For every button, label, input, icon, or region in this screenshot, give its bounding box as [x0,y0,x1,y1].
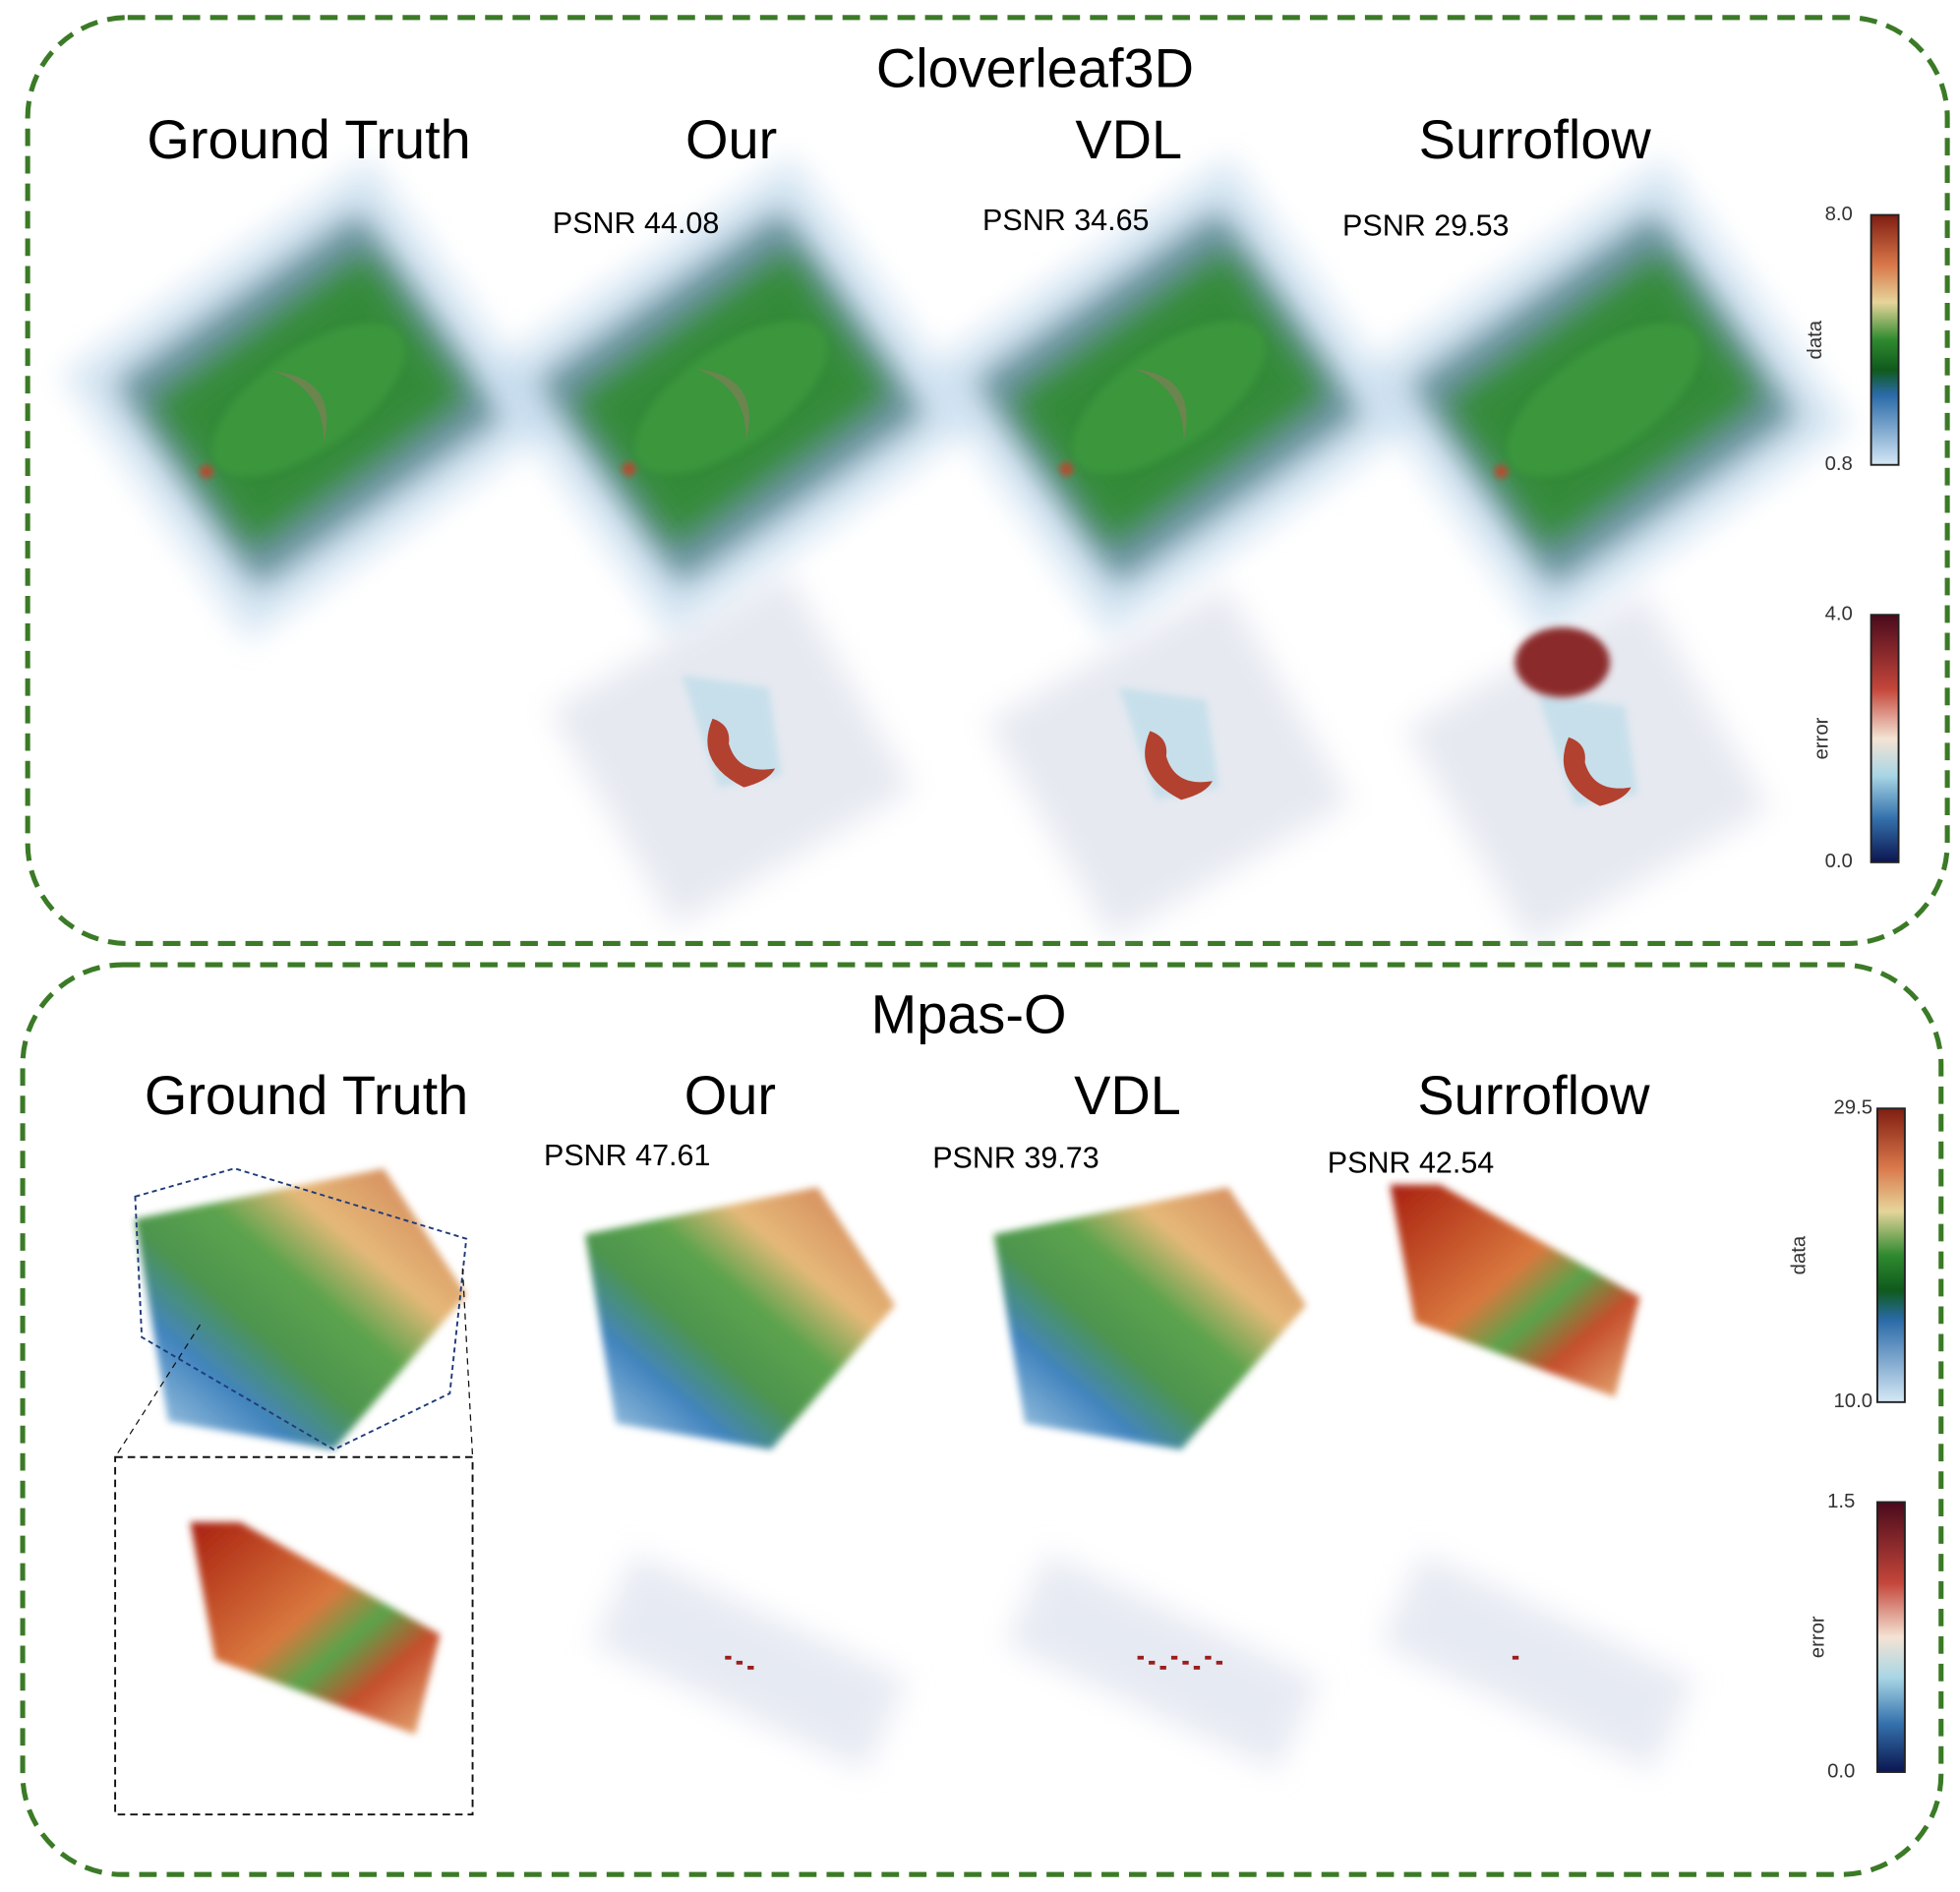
volume-slab [1390,1184,1640,1397]
colorbar-min: 0.8 [1825,453,1853,475]
colorbar [1875,1107,1906,1403]
panel-title: Mpas-O [871,982,1067,1044]
error-streaks [1118,686,1219,800]
volume-hotspot [1059,462,1073,476]
error-speck [1149,1660,1156,1665]
error-speck [1159,1665,1166,1670]
volume-slab [135,1168,467,1450]
colorbar-label: error [1808,1616,1829,1658]
error-speck [1137,1655,1144,1660]
colorbar-max: 4.0 [1825,604,1853,625]
error-crescent [1563,737,1632,806]
error-render [1005,1553,1320,1771]
volume-hotspot [200,465,213,478]
colorbar-label: data [1789,1235,1811,1274]
bounding-box [134,1167,468,1451]
psnr-label: PSNR 39.73 [932,1141,1099,1174]
error-streaks [1537,693,1637,806]
error-haze [1005,1553,1320,1771]
error-crescent [1145,731,1213,800]
error-speck [725,1655,732,1660]
volume-hotspot [1495,465,1508,478]
column-header: Ground Truth [145,1064,468,1126]
error-streaks [681,675,782,788]
error-render [986,585,1350,940]
column-header: Surroflow [1417,1064,1650,1126]
error-haze [592,1553,908,1771]
psnr-label: PSNR 34.65 [982,204,1149,237]
volume-render [62,158,556,641]
volume-render [134,1167,468,1451]
colorbar-min: 0.0 [1827,1760,1855,1782]
psnr-label: PSNR 47.61 [544,1139,710,1172]
panel-frame [20,962,1944,1877]
colorbar [1870,213,1900,466]
volume-render [484,156,979,638]
psnr-label: PSNR 29.53 [1342,208,1509,242]
column-header: VDL [1075,108,1182,170]
volume-inner [1072,321,1266,474]
volume-inner [1507,323,1700,477]
zoom-inset [114,1455,474,1816]
volume-cup [695,368,749,441]
volume-inner [634,321,828,474]
column-header: Our [685,108,777,170]
column-header: Ground Truth [147,108,470,170]
error-speck [1170,1655,1178,1660]
volume-slab [584,1187,896,1450]
error-speck [1216,1660,1223,1665]
error-render [1380,1553,1694,1771]
volume-hotspot [623,462,635,476]
column-header: Surroflow [1419,108,1652,170]
column-header: Our [684,1064,776,1126]
colorbar [1875,1501,1906,1773]
error-render [1405,591,1769,946]
error-speck [1512,1655,1519,1660]
error-render [550,572,914,927]
volume-slab [993,1187,1307,1450]
colorbar-max: 1.5 [1827,1491,1855,1512]
error-speck [1182,1660,1189,1665]
error-speck [736,1660,743,1665]
column-header: VDL [1074,1064,1181,1126]
colorbar-min: 10.0 [1833,1390,1872,1412]
colorbar-label: data [1805,320,1826,359]
panel-title: Cloverleaf3D [876,36,1194,98]
volume-inner [211,323,406,477]
volume-render [1356,158,1851,641]
colorbar-max: 29.5 [1833,1097,1872,1119]
zoom-line [461,1268,474,1457]
colorbar-min: 0.0 [1825,851,1853,872]
error-speck [1205,1655,1212,1660]
volume-render [993,1187,1307,1450]
psnr-label: PSNR 44.08 [553,207,719,240]
error-crescent [707,718,776,788]
volume-cup [273,371,327,443]
colorbar-max: 8.0 [1825,204,1853,225]
psnr-label: PSNR 42.54 [1328,1146,1494,1179]
error-blob [1515,626,1610,698]
volume-slab [190,1521,441,1735]
error-speck [1193,1665,1201,1670]
colorbar [1870,614,1900,863]
panel-frame [25,15,1950,946]
zoom-line [114,1324,202,1458]
volume-render [584,1187,896,1450]
colorbar-label: error [1811,717,1832,759]
volume-render [921,156,1416,638]
error-speck [747,1665,754,1670]
error-haze [1380,1553,1694,1771]
volume-cup [1133,368,1187,441]
error-render [592,1553,908,1771]
